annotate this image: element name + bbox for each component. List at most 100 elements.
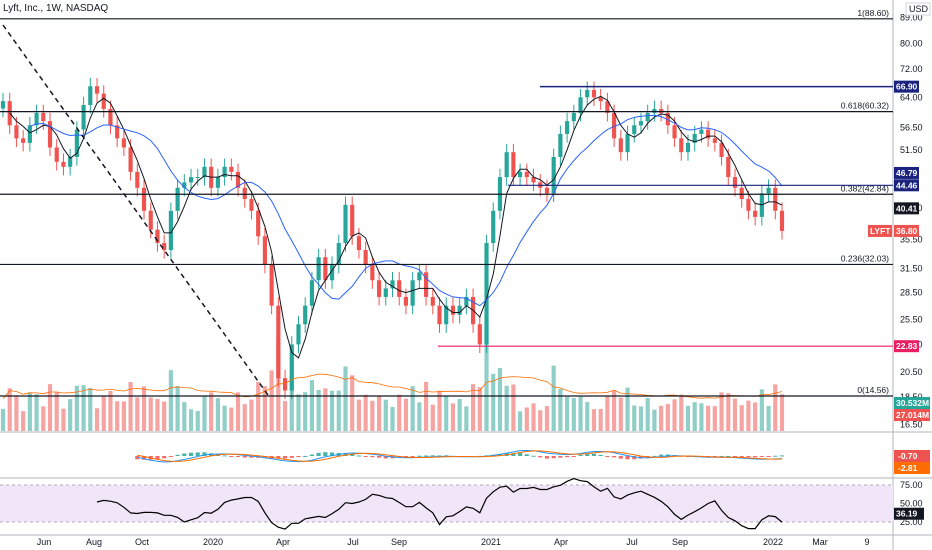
volume-bar xyxy=(390,407,395,431)
x-tick-label: Aug xyxy=(86,537,102,547)
macd-histogram-bar xyxy=(202,452,207,456)
macd-histogram-bar xyxy=(565,456,570,458)
volume-bar xyxy=(303,392,308,431)
currency-box xyxy=(905,2,931,16)
volume-bar xyxy=(296,394,301,431)
candle-body xyxy=(343,204,348,244)
price-tag-label: 36.80 xyxy=(896,226,918,236)
candle-body xyxy=(202,166,207,178)
candle-body xyxy=(215,177,220,188)
ma-slow-line xyxy=(29,114,783,307)
candle-body xyxy=(88,86,93,106)
rsi-tick-label: 25.00 xyxy=(900,517,923,527)
price-tick-label: 16.50 xyxy=(900,420,923,430)
candle-body xyxy=(598,97,603,102)
macd-histogram-bar xyxy=(652,455,657,457)
signal-tag xyxy=(894,462,930,474)
candle-body xyxy=(417,272,422,281)
volume-bar xyxy=(27,392,32,431)
volume-bar xyxy=(511,384,516,431)
volume-bar xyxy=(363,394,368,431)
volume-bar xyxy=(222,405,227,431)
volume-bar xyxy=(256,382,261,431)
candle-body xyxy=(585,89,590,98)
volume-bar xyxy=(329,390,335,431)
volume-bar xyxy=(397,394,402,431)
volume-bar xyxy=(188,409,194,431)
macd-histogram-bar xyxy=(282,456,288,459)
macd-histogram-bar xyxy=(437,455,442,457)
candle-body xyxy=(659,108,664,113)
volume-bar xyxy=(625,387,630,431)
candle-body xyxy=(121,138,126,148)
candle-body xyxy=(383,288,388,297)
rsi-line xyxy=(96,477,783,530)
candle-body xyxy=(719,142,724,157)
price-tag xyxy=(894,179,919,192)
volume-bar xyxy=(128,382,133,431)
x-tick-label: 2020 xyxy=(203,537,223,547)
volume-bar xyxy=(531,403,536,431)
candle-body xyxy=(74,129,79,157)
macd-histogram-bar xyxy=(544,456,550,459)
volume-ma-tag-label: 27.014M xyxy=(896,410,929,420)
volume-bar xyxy=(162,401,167,431)
macd-histogram-bar xyxy=(276,456,281,459)
candle-body xyxy=(141,187,147,211)
x-tick-label: Oct xyxy=(135,537,150,547)
candle-body xyxy=(437,305,442,325)
price-tag xyxy=(894,80,919,93)
volume-bar xyxy=(659,405,664,431)
volume-bar xyxy=(195,411,200,431)
candle-body xyxy=(182,182,187,188)
candle-body xyxy=(524,171,529,178)
candle-body xyxy=(27,125,32,143)
volume-bar xyxy=(309,380,314,431)
candle-body xyxy=(256,210,261,237)
volume-bar xyxy=(148,397,153,431)
macd-histogram-bar xyxy=(659,454,664,456)
candle-body xyxy=(370,264,375,281)
volume-bar xyxy=(699,403,704,431)
volume-bar xyxy=(262,386,267,431)
volume-bar xyxy=(464,406,469,431)
candle-body xyxy=(229,166,234,172)
candle-body xyxy=(148,210,153,230)
candle-body xyxy=(262,236,267,265)
macd-histogram-bar xyxy=(605,456,610,457)
volume-bar xyxy=(336,390,341,431)
macd-histogram-bar xyxy=(423,455,429,457)
macd-histogram-bar xyxy=(632,456,637,460)
volume-bar xyxy=(578,396,583,431)
candle-body xyxy=(296,324,301,345)
volume-bar xyxy=(121,401,126,431)
volume-bar xyxy=(524,407,529,431)
candle-body xyxy=(612,112,617,139)
x-tick-label: 9 xyxy=(864,537,869,547)
candle-body xyxy=(645,112,650,122)
volume-bar xyxy=(732,398,738,431)
macd-histogram-bar xyxy=(329,452,335,456)
fib-level-label: 1(88.60) xyxy=(857,8,889,18)
candle-body xyxy=(423,272,429,297)
macd-histogram-bar xyxy=(242,456,247,458)
candle-body xyxy=(625,133,630,153)
candle-body xyxy=(289,344,294,391)
volume-tag xyxy=(894,397,930,409)
candle-body xyxy=(685,142,691,153)
candle-body xyxy=(753,210,758,217)
macd-histogram-bar xyxy=(316,452,321,456)
volume-bar xyxy=(101,396,106,431)
candle-body xyxy=(222,166,227,178)
volume-bar xyxy=(504,385,509,431)
price-tick-label: 89.00 xyxy=(900,13,923,23)
volume-bar xyxy=(249,399,254,431)
macd-histogram-bar xyxy=(303,455,308,457)
candle-body xyxy=(108,108,113,126)
macd-histogram-bar xyxy=(155,456,160,460)
candle-body xyxy=(410,280,415,306)
price-tag xyxy=(868,224,892,237)
macd-histogram-bar xyxy=(249,456,254,458)
candle-body xyxy=(47,121,53,148)
